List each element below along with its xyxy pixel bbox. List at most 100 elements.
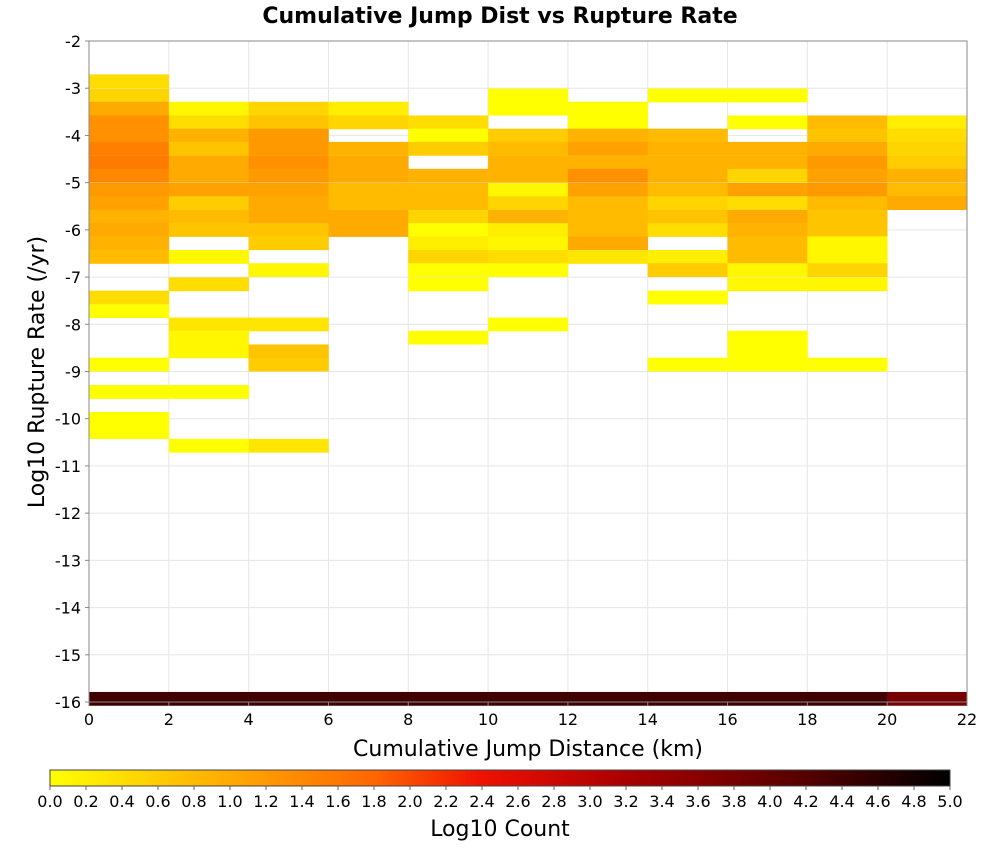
heatmap-cell	[488, 250, 569, 264]
heatmap-cell	[168, 141, 249, 156]
heatmap-cell	[727, 88, 808, 103]
colorbar-tick-label: 1.6	[325, 792, 350, 811]
heatmap-cell	[488, 155, 569, 170]
heatmap-cells	[89, 74, 968, 706]
heatmap-cell	[727, 155, 808, 170]
heatmap-cell	[168, 168, 249, 183]
y-tick-label: -5	[65, 174, 81, 193]
heatmap-cell	[727, 330, 808, 345]
x-tick-label: 2	[164, 710, 174, 729]
heatmap-cell	[89, 691, 170, 706]
heatmap-cell	[408, 236, 489, 251]
y-tick-label: -3	[65, 79, 81, 98]
heatmap-cell	[887, 196, 968, 210]
heatmap-cell	[248, 438, 329, 453]
y-tick-label: -13	[55, 551, 81, 570]
heatmap-cell	[248, 223, 329, 237]
heatmap-cell	[248, 182, 329, 197]
heatmap-cell	[408, 250, 489, 264]
heatmap-cell	[807, 182, 888, 197]
colorbar-tick-label: 1.0	[217, 792, 242, 811]
heatmap-cell	[887, 691, 968, 706]
heatmap-cell	[887, 155, 968, 170]
heatmap-cell	[567, 115, 649, 130]
heatmap-cell	[89, 88, 170, 103]
colorbar-tick-label: 2.8	[541, 792, 566, 811]
heatmap-cell	[248, 317, 329, 332]
heatmap-cell	[89, 101, 170, 116]
heatmap-cell	[328, 691, 409, 706]
colorbar-tick-label: 0.2	[73, 792, 98, 811]
heatmap-cell	[328, 155, 409, 170]
heatmap-cell	[727, 115, 808, 130]
heatmap-cell	[89, 74, 170, 89]
x-tick-label: 4	[244, 710, 254, 729]
heatmap-cell	[89, 141, 170, 156]
heatmap-cell	[567, 209, 649, 224]
colorbar-tick-label: 3.0	[577, 792, 602, 811]
heatmap-cell	[567, 196, 649, 210]
y-axis-ticks: -2 -3 -4 -5 -6 -7 -8 -9 -10 -11 -12 -13 -14 -15 -16	[55, 32, 89, 712]
heatmap-cell	[168, 438, 249, 453]
heatmap-cell	[408, 330, 489, 345]
heatmap-cell	[328, 209, 409, 224]
heatmap-cell	[807, 168, 888, 183]
x-axis-ticks: 0 2 4 6 8 10 12 14 16 18 20 22	[84, 702, 977, 729]
heatmap-cell	[89, 290, 170, 305]
heatmap-cell	[567, 141, 649, 156]
heatmap-cell	[807, 223, 888, 237]
heatmap-cell	[807, 277, 888, 292]
y-tick-label: -15	[55, 646, 81, 665]
heatmap-cell	[488, 196, 569, 210]
heatmap-cell	[248, 115, 329, 130]
y-tick-label: -12	[55, 504, 81, 523]
heatmap-cell	[727, 223, 808, 237]
heatmap-cell	[168, 385, 249, 399]
heatmap-cell	[328, 115, 409, 130]
heatmap-cell	[488, 88, 569, 103]
heatmap-cell	[248, 141, 329, 156]
x-tick-label: 12	[558, 710, 578, 729]
heatmap-cell	[807, 691, 888, 706]
heatmap-cell	[727, 263, 808, 278]
colorbar-tick-label: 1.2	[253, 792, 278, 811]
colorbar-tick-label: 4.2	[793, 792, 818, 811]
colorbar-tick-label: 5.0	[937, 792, 962, 811]
heatmap-cell	[807, 236, 888, 251]
x-tick-label: 16	[717, 710, 737, 729]
heatmap-cell	[168, 277, 249, 292]
heatmap-cell	[408, 128, 489, 143]
heatmap-cell	[89, 250, 170, 264]
heatmap-cell	[807, 141, 888, 156]
heatmap-cell	[248, 128, 329, 143]
heatmap-cell	[248, 196, 329, 210]
heatmap-cell	[488, 141, 569, 156]
chart-title: Cumulative Jump Dist vs Rupture Rate	[262, 4, 737, 29]
heatmap-cell	[647, 691, 728, 706]
heatmap-cell	[408, 691, 489, 706]
heatmap-cell	[89, 411, 170, 426]
heatmap-cell	[727, 168, 808, 183]
heatmap-cell	[168, 317, 249, 332]
heatmap-cell	[727, 344, 808, 359]
x-tick-label: 22	[957, 710, 977, 729]
heatmap-cell	[89, 357, 170, 372]
heatmap-cell	[408, 115, 489, 130]
colorbar-tick-label: 4.8	[901, 792, 926, 811]
heatmap-cell	[168, 250, 249, 264]
heatmap-cell	[647, 209, 728, 224]
heatmap-cell	[727, 236, 808, 251]
heatmap-cell	[408, 277, 489, 292]
y-tick-label: -11	[55, 457, 81, 476]
heatmap-cell	[248, 263, 329, 278]
heatmap-cell	[567, 128, 649, 143]
heatmap-cell	[647, 141, 728, 156]
heatmap-cell	[488, 236, 569, 251]
heatmap-cell	[408, 141, 489, 156]
heatmap-cell	[647, 357, 728, 372]
heatmap-cell	[168, 115, 249, 130]
colorbar-tick-label: 2.6	[505, 792, 530, 811]
y-tick-label: -2	[65, 32, 81, 51]
heatmap-cell	[807, 155, 888, 170]
heatmap-cell	[248, 101, 329, 116]
